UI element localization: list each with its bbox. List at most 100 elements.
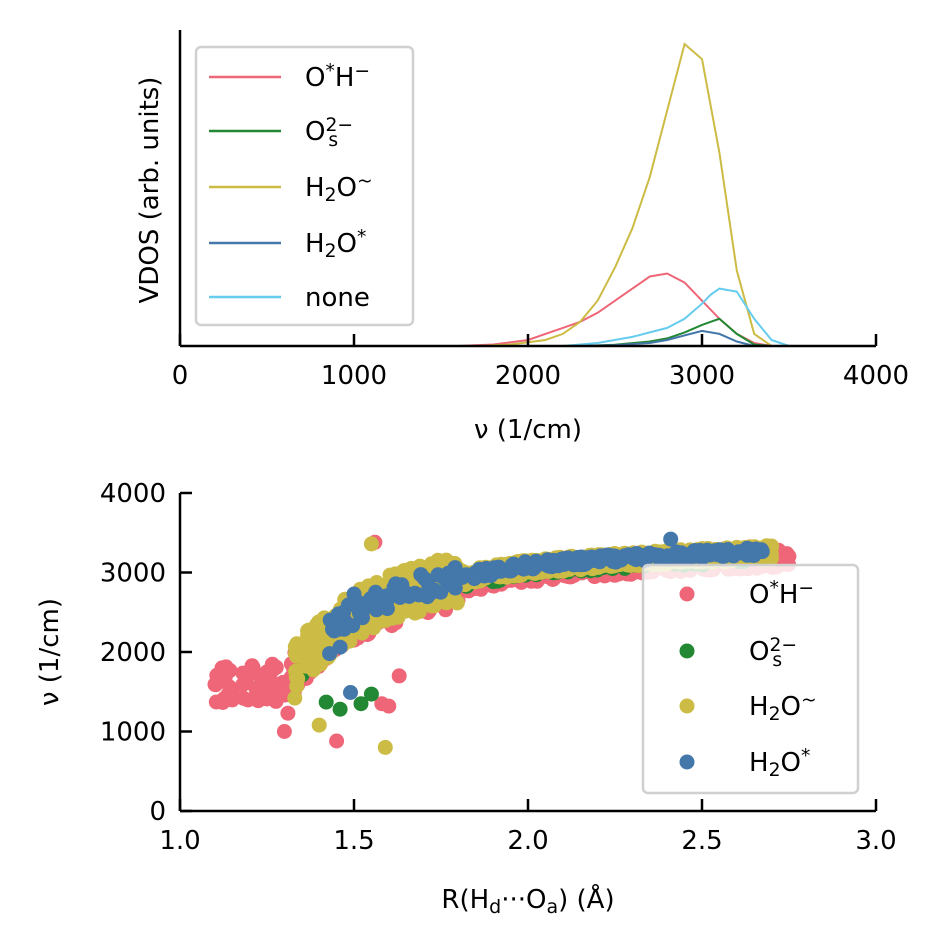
y-tick-label: 0 [149, 797, 166, 827]
legend-frame [641, 563, 860, 795]
data-point [725, 546, 741, 562]
legend-marker-h2os [679, 754, 695, 770]
data-point [280, 705, 296, 721]
data-point [465, 569, 481, 585]
x-axis-label: ν (1/cm) [474, 415, 582, 445]
data-point [422, 586, 438, 602]
data-point [329, 733, 345, 749]
data-point [391, 668, 407, 684]
data-point [332, 701, 348, 717]
y-tick-label: 1000 [100, 718, 166, 748]
series-points-h2os [322, 531, 770, 700]
data-point [308, 617, 324, 633]
data-point [343, 685, 358, 700]
legend-label-h2ot: H2O~ [749, 690, 817, 725]
data-point [353, 696, 369, 712]
data-point [525, 561, 541, 577]
vdos-chart: 0 1000 2000 3000 4000 ν (1/cm) VDOS (arb. unit… [135, 30, 909, 445]
data-point [322, 646, 338, 662]
y-tick-label: 4000 [100, 479, 166, 509]
data-point [298, 658, 314, 674]
y-tick-label: 2000 [100, 638, 166, 668]
data-point [399, 587, 415, 603]
legend-label-none: none [305, 283, 370, 313]
data-point [313, 656, 328, 672]
legend-marker-h2ot [679, 698, 695, 714]
legend-label-h2ot: H2O~ [305, 171, 373, 206]
data-point [216, 691, 232, 707]
data-point [346, 586, 362, 602]
data-point [442, 565, 458, 581]
series-line-none [562, 287, 790, 347]
data-point [354, 607, 369, 623]
data-point [396, 602, 412, 618]
x-tick-label: 3000 [669, 361, 735, 391]
data-point [273, 684, 289, 700]
data-point [259, 691, 275, 707]
legend-label-h2os: H2O* [749, 746, 810, 781]
x-tick-label: 0 [172, 361, 189, 391]
data-point [612, 552, 628, 568]
data-point [669, 544, 684, 560]
series-line-h2ot [475, 42, 773, 347]
data-point [663, 531, 679, 547]
data-point [688, 546, 704, 562]
data-point [259, 664, 275, 680]
data-point [217, 669, 233, 685]
x-tick-label: 3.0 [855, 826, 896, 856]
legend: O*H− O2− s H2O~ H2O* none [194, 45, 415, 327]
legend-label-h2os: H2O* [305, 227, 366, 262]
data-point [486, 560, 502, 576]
x-tick-label: 2000 [495, 361, 561, 391]
data-point [746, 546, 762, 562]
legend: O*H− O2− s H2O~ H2O* [641, 563, 860, 795]
x-tick-label: 1000 [321, 361, 387, 391]
data-point [381, 698, 397, 714]
data-point [345, 618, 361, 634]
data-point [573, 557, 589, 573]
data-point [377, 739, 393, 755]
data-point [379, 588, 395, 604]
data-point [363, 686, 379, 702]
data-point [592, 554, 608, 570]
legend-label-os2: O2− s [749, 635, 797, 670]
x-tick-label: 1.0 [159, 826, 200, 856]
data-point [235, 676, 251, 692]
data-point [290, 671, 306, 687]
data-point [363, 536, 379, 552]
data-point [417, 571, 433, 587]
x-axis-label: R(Hd···Oa) (Å) [441, 883, 614, 918]
data-point [510, 560, 526, 576]
legend-marker-ohm [679, 586, 695, 602]
data-point [430, 567, 446, 583]
data-point [449, 595, 465, 610]
y-axis-label: VDOS (arb. units) [135, 77, 165, 304]
legend-label-ohm: O*H− [749, 578, 814, 610]
legend-marker-os2 [679, 643, 695, 659]
x-tick-label: 1.5 [333, 826, 374, 856]
x-tick-label: 2.0 [507, 826, 548, 856]
legend-label-ohm: O*H− [305, 61, 370, 93]
data-point [240, 692, 256, 708]
data-point [326, 623, 342, 639]
data-point [287, 690, 303, 706]
data-point [363, 591, 378, 607]
legend-label-os2: O2− s [305, 115, 353, 150]
data-point [318, 694, 334, 710]
data-point [388, 576, 404, 592]
y-axis-label: ν (1/cm) [35, 598, 65, 706]
data-point [302, 644, 318, 660]
legend-frame [194, 45, 415, 327]
y-tick-label: 3000 [100, 559, 166, 589]
data-point [311, 717, 327, 733]
x-tick-label: 4000 [843, 361, 909, 391]
series-line-h2os [580, 329, 755, 347]
series-line-os2 [580, 317, 772, 347]
data-point [276, 724, 292, 739]
scatter-chart: 1.0 1.5 2.0 2.5 3.0 0 1000 2000 3000 4000 R(Hd···O… [35, 479, 897, 918]
data-point [368, 602, 384, 618]
x-tick-label: 2.5 [681, 826, 722, 856]
data-point [411, 587, 427, 603]
data-point [336, 604, 352, 620]
